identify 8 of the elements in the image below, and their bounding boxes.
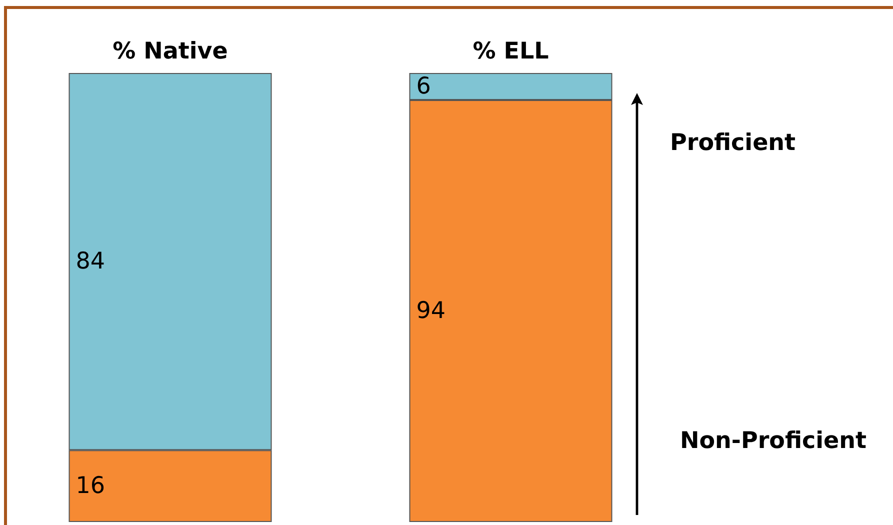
annotation: Non-Proficient <box>680 428 867 454</box>
data-label: 16 <box>76 473 106 500</box>
data-label: 84 <box>76 248 106 275</box>
data-label: 6 <box>416 73 431 100</box>
data-label: 94 <box>416 298 446 324</box>
x-tick-label: % ELL <box>472 38 550 64</box>
x-tick-label: % Native <box>112 38 228 64</box>
annotation: Proficient <box>670 130 796 156</box>
